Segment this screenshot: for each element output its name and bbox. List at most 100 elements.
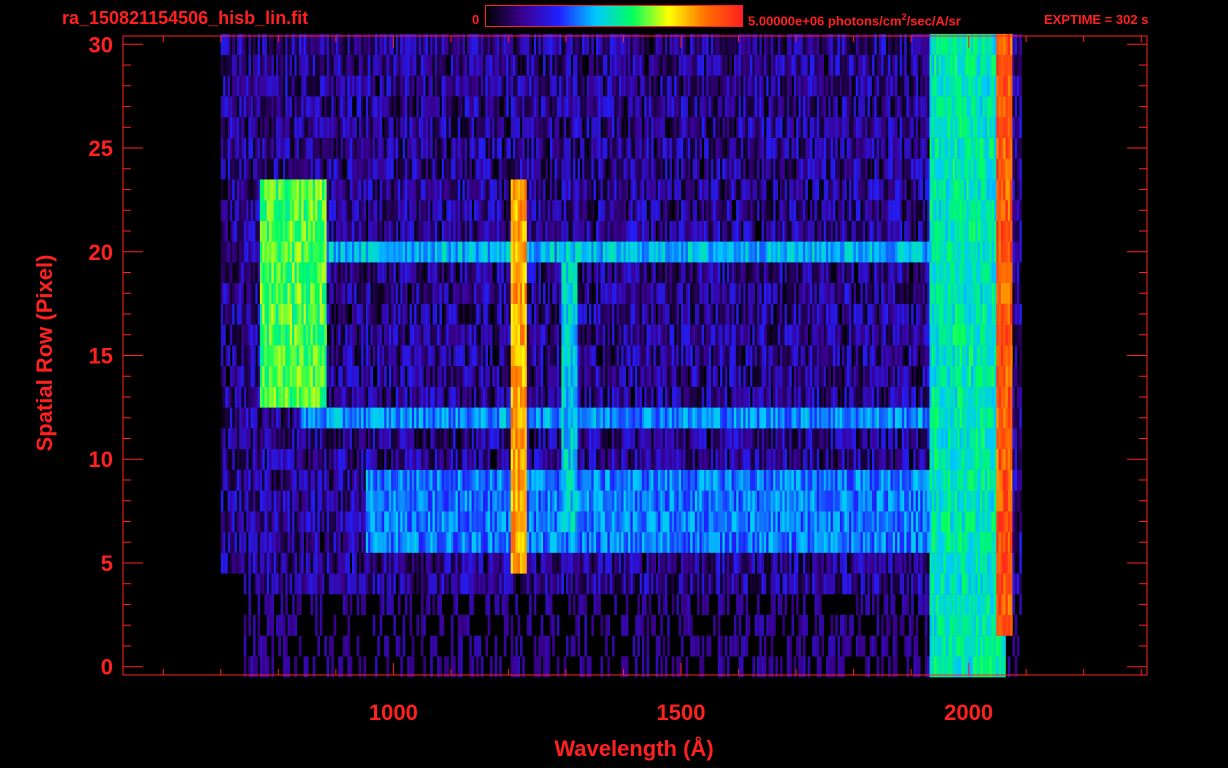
heatmap-cell (773, 386, 776, 408)
heatmap-cell (991, 614, 995, 636)
heatmap-cell (563, 407, 567, 429)
heatmap-cell (276, 511, 279, 533)
heatmap-cell (310, 365, 314, 387)
heatmap-cell (358, 448, 362, 470)
heatmap-cell (651, 511, 654, 533)
heatmap-cell (407, 531, 410, 553)
heatmap-cell (809, 490, 813, 512)
heatmap-cell (315, 303, 318, 325)
heatmap-cell (257, 428, 261, 450)
heatmap-cell (439, 407, 442, 429)
heatmap-cell (579, 531, 583, 553)
heatmap-cell (432, 594, 436, 616)
heatmap-cell (1000, 386, 1004, 408)
heatmap-cell (807, 407, 811, 429)
heatmap-cell (924, 531, 928, 553)
heatmap-cell (872, 490, 875, 512)
heatmap-cell (308, 345, 311, 367)
heatmap-cell (1003, 428, 1006, 450)
heatmap-cell (347, 552, 350, 574)
heatmap-cell (506, 511, 509, 533)
heatmap-cell (991, 448, 995, 470)
heatmap-cell (455, 490, 459, 512)
heatmap-cell (860, 324, 864, 346)
heatmap-cell (835, 407, 838, 429)
heatmap-cell (639, 469, 643, 491)
heatmap-cell (752, 531, 755, 553)
heatmap-cell (421, 511, 424, 533)
heatmap-cell (446, 345, 449, 367)
heatmap-cell (895, 614, 898, 636)
heatmap-cell (329, 345, 332, 367)
heatmap-cell (230, 531, 233, 553)
heatmap-cell (554, 469, 558, 491)
heatmap-cell (996, 407, 999, 429)
heatmap-cell (529, 552, 532, 574)
heatmap-cell (444, 324, 447, 346)
heatmap-cell (931, 407, 935, 429)
heatmap-cell (664, 324, 668, 346)
heatmap-cell (388, 594, 392, 616)
heatmap-cell (349, 324, 353, 346)
heatmap-cell (391, 448, 394, 470)
heatmap-cell (837, 531, 841, 553)
heatmap-cell (589, 469, 592, 491)
heatmap-cell (593, 594, 597, 616)
heatmap-cell (439, 469, 442, 491)
heatmap-cell (529, 386, 532, 408)
heatmap-cell (342, 448, 346, 470)
heatmap-cell (959, 428, 963, 450)
heatmap-cell (473, 469, 477, 491)
heatmap-cell (614, 365, 617, 387)
heatmap-cell (876, 594, 880, 616)
heatmap-cell (368, 345, 371, 367)
heatmap-cell (869, 511, 873, 533)
heatmap-cell (243, 573, 247, 595)
heatmap-cell (1019, 345, 1022, 367)
heatmap-cell (579, 428, 583, 450)
heatmap-cell (681, 594, 684, 616)
heatmap-cell (591, 324, 594, 346)
heatmap-cell (862, 365, 866, 387)
heatmap-cell (586, 469, 590, 491)
heatmap-cell (632, 407, 636, 429)
heatmap-cell (1014, 511, 1018, 533)
heatmap-cell (839, 511, 843, 533)
heatmap-cell (844, 386, 847, 408)
heatmap-cell (243, 303, 247, 325)
heatmap-cell (915, 469, 919, 491)
heatmap-cell (476, 511, 479, 533)
heatmap-cell (225, 490, 228, 512)
heatmap-cell (524, 428, 528, 450)
heatmap-cell (984, 448, 988, 470)
heatmap-cell (282, 448, 286, 470)
heatmap-cell (945, 407, 949, 429)
heatmap-cell (1019, 469, 1022, 491)
heatmap-cell (994, 573, 997, 595)
heatmap-cell (361, 365, 364, 387)
heatmap-cell (338, 448, 341, 470)
heatmap-cell (959, 345, 963, 367)
heatmap-cell (913, 635, 916, 657)
heatmap-cell (908, 428, 912, 450)
heatmap-cell (243, 490, 247, 512)
heatmap-cell (892, 490, 896, 512)
heatmap-cell (865, 407, 868, 429)
heatmap-cell (784, 448, 788, 470)
heatmap-cell (614, 552, 617, 574)
heatmap-cell (915, 511, 919, 533)
heatmap-cell (1007, 386, 1011, 408)
heatmap-cell (872, 407, 875, 429)
heatmap-cell (839, 365, 843, 387)
heatmap-cell (851, 448, 854, 470)
heatmap-cell (273, 490, 277, 512)
heatmap-cell (736, 594, 739, 616)
heatmap-cell (593, 490, 597, 512)
heatmap-cell (579, 573, 583, 595)
heatmap-cell (289, 614, 293, 636)
heatmap-cell (637, 324, 640, 346)
heatmap-cell (996, 490, 999, 512)
heatmap-cell (476, 490, 479, 512)
heatmap-cell (1010, 448, 1013, 470)
heatmap-cell (595, 407, 599, 429)
